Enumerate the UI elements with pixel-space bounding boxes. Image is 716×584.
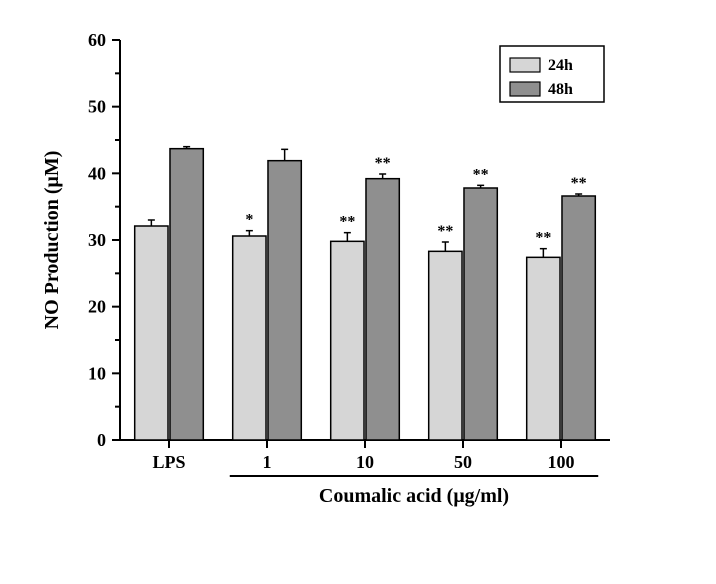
bar	[562, 196, 595, 440]
legend-swatch	[510, 82, 540, 96]
significance-marker: **	[339, 214, 355, 231]
legend-label: 48h	[548, 81, 573, 98]
y-tick-label: 40	[88, 163, 106, 183]
bar	[527, 257, 560, 440]
x-axis-group-label: Coumalic acid (μg/ml)	[319, 485, 509, 507]
significance-marker: **	[535, 230, 551, 247]
x-tick-label: 100	[548, 452, 575, 472]
bar	[268, 161, 301, 440]
bar	[366, 179, 399, 440]
y-tick-label: 60	[88, 30, 106, 50]
legend-label: 24h	[548, 57, 573, 74]
bar	[135, 226, 168, 440]
y-tick-label: 50	[88, 97, 106, 117]
y-tick-label: 20	[88, 297, 106, 317]
y-tick-label: 10	[88, 363, 106, 383]
y-axis-label: NO Production (μM)	[41, 151, 63, 330]
significance-marker: **	[473, 166, 489, 183]
significance-marker: *	[245, 212, 253, 229]
significance-marker: **	[375, 155, 391, 172]
no-production-chart: 0 10 20 30 40 50 60 NO Production (μM) LPS * 1 ** **…	[0, 0, 716, 584]
legend-swatch	[510, 58, 540, 72]
significance-marker: **	[437, 223, 453, 240]
bar	[464, 188, 497, 440]
chart-svg: 0 10 20 30 40 50 60 NO Production (μM) LPS * 1 ** **…	[0, 0, 716, 584]
y-tick-label: 30	[88, 230, 106, 250]
bar	[429, 251, 462, 440]
bar	[233, 236, 266, 440]
y-tick-label: 0	[97, 430, 106, 450]
significance-marker: **	[571, 175, 587, 192]
x-tick-label: LPS	[152, 452, 185, 472]
x-tick-label: 50	[454, 452, 472, 472]
bar	[331, 241, 364, 440]
bar	[170, 149, 203, 440]
x-tick-label: 1	[263, 452, 272, 472]
x-tick-label: 10	[356, 452, 374, 472]
